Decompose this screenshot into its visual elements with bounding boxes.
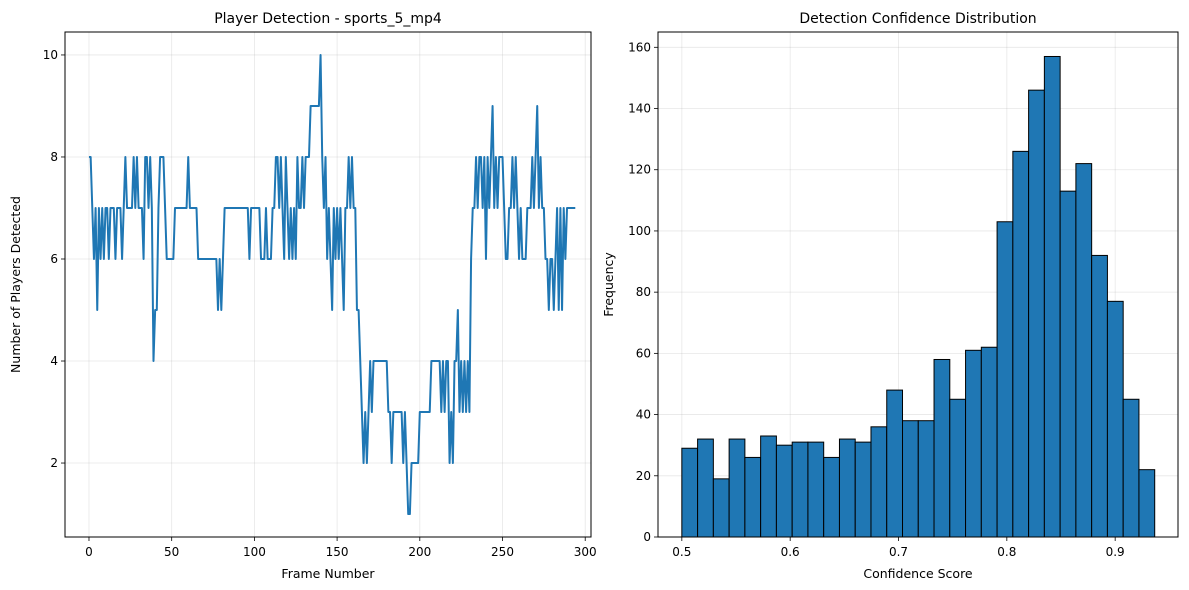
- histogram-bar: [791, 441, 809, 538]
- histogram-bar: [1106, 300, 1124, 538]
- histogram-bar: [980, 346, 998, 538]
- x-tick-label: 100: [243, 545, 266, 559]
- x-tick-label: 300: [574, 545, 597, 559]
- line-chart-x-axis-label: Frame Number: [281, 566, 375, 581]
- histogram-bar: [854, 441, 872, 538]
- histogram-bar: [1012, 150, 1030, 538]
- histogram-bar: [697, 438, 714, 538]
- x-tick-label: 0.8: [997, 545, 1016, 559]
- y-tick-label: 60: [636, 346, 651, 360]
- x-tick-label: 150: [326, 545, 349, 559]
- histogram-bar: [744, 456, 762, 538]
- histogram-bar: [1122, 398, 1140, 538]
- histogram-bar: [681, 447, 699, 538]
- histogram-chart: Detection Confidence Distribution 0.5 0.6…: [601, 11, 1179, 581]
- histogram-chart-y-axis-label: Frequency: [601, 252, 616, 317]
- histogram-bar: [1043, 55, 1061, 538]
- y-tick-label: 2: [50, 456, 58, 470]
- histogram-bar: [917, 420, 935, 538]
- histogram-bar: [1059, 190, 1077, 538]
- histogram-bar: [775, 444, 793, 538]
- histogram-bars: [681, 55, 1156, 538]
- histogram-bar: [1138, 469, 1156, 538]
- line-chart-ticks: 0 50 100 150 200 250 300 2 4 6 8 10: [43, 48, 597, 559]
- y-tick-label: 120: [628, 163, 651, 177]
- histogram-bar: [1028, 89, 1045, 538]
- histogram-chart-plot-frame: [657, 31, 1179, 538]
- y-tick-label: 6: [50, 252, 58, 266]
- histogram-bar: [728, 438, 746, 538]
- x-tick-label: 0.6: [781, 545, 800, 559]
- y-tick-label: 100: [628, 224, 651, 238]
- histogram-bar: [886, 389, 904, 538]
- histogram-chart-x-axis-label: Confidence Score: [863, 566, 973, 581]
- histogram-bar: [807, 441, 825, 538]
- x-tick-label: 0.5: [672, 545, 691, 559]
- histogram-bar: [933, 358, 951, 538]
- histogram-bar: [902, 420, 919, 538]
- histogram-bar: [949, 398, 967, 538]
- series-line-players-detected: [88, 53, 576, 516]
- histogram-bar: [1075, 163, 1093, 538]
- y-tick-label: 160: [628, 40, 651, 54]
- histogram-bar: [870, 426, 888, 538]
- histogram-bar: [823, 456, 840, 538]
- x-tick-label: 250: [491, 545, 514, 559]
- y-tick-label: 20: [636, 469, 651, 483]
- histogram-bar: [996, 221, 1014, 538]
- y-tick-label: 40: [636, 408, 651, 422]
- histogram-bar: [838, 438, 856, 538]
- line-chart-y-axis-label: Number of Players Detected: [8, 196, 23, 373]
- histogram-chart-title: Detection Confidence Distribution: [799, 11, 1036, 27]
- line-chart-title: Player Detection - sports_5_mp4: [214, 11, 442, 27]
- histogram-bar: [760, 435, 777, 538]
- histogram-bar: [965, 349, 982, 538]
- line-chart-plot-frame: [64, 31, 592, 538]
- x-tick-label: 0: [85, 545, 93, 559]
- histogram-bar: [712, 478, 730, 538]
- x-tick-label: 200: [408, 545, 431, 559]
- x-tick-label: 50: [164, 545, 179, 559]
- y-tick-label: 140: [628, 102, 651, 116]
- y-tick-label: 8: [50, 150, 58, 164]
- x-tick-label: 0.9: [1106, 545, 1125, 559]
- x-tick-label: 0.7: [889, 545, 908, 559]
- y-tick-label: 80: [636, 285, 651, 299]
- histogram-chart-ticks: 0.5 0.6 0.7 0.8 0.9 0 20 40 60 80 100 120 140 160: [628, 40, 1125, 559]
- y-tick-label: 4: [50, 354, 58, 368]
- y-tick-label: 0: [643, 530, 651, 544]
- line-chart-grid: [65, 32, 591, 537]
- y-tick-label: 10: [43, 48, 58, 62]
- histogram-bar: [1091, 254, 1108, 538]
- line-chart: Player Detection - sports_5_mp4 0 50 100 15…: [8, 11, 597, 581]
